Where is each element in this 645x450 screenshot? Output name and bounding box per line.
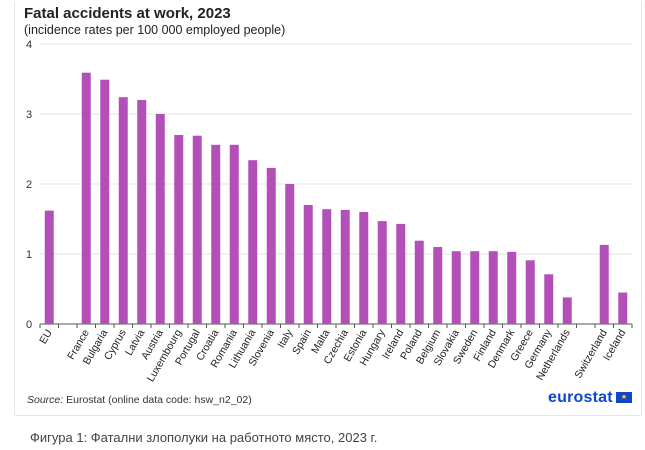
bar-belgium [433, 247, 443, 324]
bar-portugal [192, 135, 202, 324]
bar-spain [303, 205, 313, 324]
bar-italy [285, 184, 295, 324]
bar-eu [44, 210, 54, 324]
bar-switzerland [599, 244, 609, 324]
bar-sweden [470, 251, 480, 324]
bar-estonia [359, 212, 369, 324]
bar-czechia [340, 209, 350, 324]
bar-greece [525, 260, 535, 324]
bar-ireland [396, 223, 406, 324]
bar-slovakia [451, 251, 461, 324]
bar-iceland [618, 292, 628, 324]
x-tick-label: EU [37, 328, 55, 347]
bar-germany [544, 274, 554, 324]
bar-hungary [377, 221, 387, 324]
figure-caption: Фигура 1: Фатални злополуки на работното… [30, 430, 378, 445]
bar-cyprus [118, 97, 128, 324]
bar-croatia [211, 144, 221, 324]
bar-slovenia [266, 167, 276, 324]
y-tick-label: 1 [26, 249, 32, 261]
source-label: Source: [27, 394, 64, 406]
bar-netherlands [562, 297, 572, 324]
bar-austria [155, 114, 165, 324]
bar-poland [414, 240, 424, 324]
source-text: Eurostat (online data code: hsw_n2_02) [63, 394, 252, 406]
bar-latvia [137, 100, 147, 324]
bar-france [81, 72, 91, 324]
y-tick-label: 2 [26, 179, 32, 191]
bar-finland [488, 251, 498, 324]
bar-lithuania [248, 160, 258, 324]
bar-denmark [507, 251, 517, 324]
y-tick-label: 0 [26, 319, 32, 331]
eurostat-logo: eurostat [548, 389, 613, 406]
y-tick-label: 3 [26, 109, 32, 121]
x-tick-label: Spain [290, 327, 314, 356]
eu-flag-icon: ★ [616, 392, 632, 403]
y-tick-label: 4 [26, 39, 32, 51]
bar-luxembourg [174, 135, 184, 324]
bar-romania [229, 144, 239, 324]
bar-bulgaria [100, 79, 110, 324]
chart-subtitle: (incidence rates per 100 000 employed pe… [24, 23, 286, 37]
chart-title: Fatal accidents at work, 2023 [24, 5, 231, 22]
source-note: Source: Eurostat (online data code: hsw_… [27, 394, 252, 406]
bar-malta [322, 209, 332, 324]
chart-frame [14, 2, 642, 416]
